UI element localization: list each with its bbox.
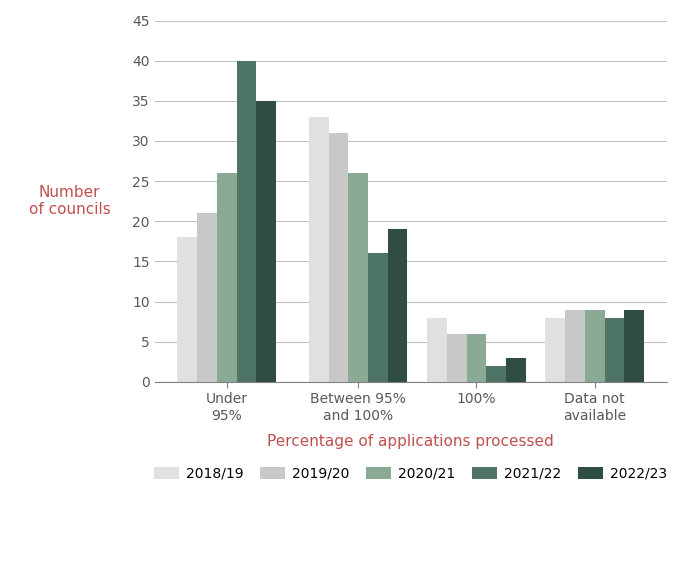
Y-axis label: Number
of councils: Number of councils <box>29 185 110 217</box>
X-axis label: Percentage of applications processed: Percentage of applications processed <box>267 434 554 448</box>
Bar <box>197 213 217 382</box>
Bar <box>604 317 624 382</box>
Bar <box>217 173 237 382</box>
Bar <box>237 60 256 382</box>
Bar <box>486 366 506 382</box>
Bar <box>368 254 388 382</box>
Bar <box>329 133 349 382</box>
Bar <box>447 334 466 382</box>
Bar <box>466 334 486 382</box>
Bar <box>177 237 197 382</box>
Bar <box>506 358 526 382</box>
Bar <box>585 309 604 382</box>
Legend: 2018/19, 2019/20, 2020/21, 2021/22, 2022/23: 2018/19, 2019/20, 2020/21, 2021/22, 2022… <box>149 461 673 486</box>
Bar <box>388 229 407 382</box>
Bar <box>256 101 276 382</box>
Bar <box>427 317 447 382</box>
Bar <box>546 317 565 382</box>
Bar <box>624 309 644 382</box>
Bar <box>309 117 329 382</box>
Bar <box>349 173 368 382</box>
Bar <box>565 309 585 382</box>
